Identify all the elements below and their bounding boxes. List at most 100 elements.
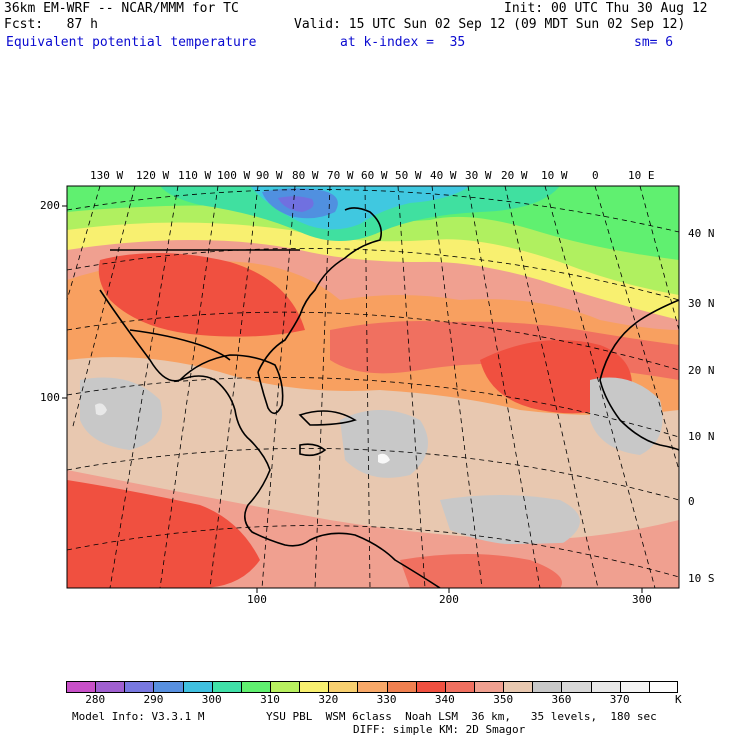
lon-label-110w: 110 W	[178, 169, 212, 182]
meridian-50w	[397, 186, 426, 588]
east-coast	[257, 207, 383, 373]
meridian-80w	[261, 186, 296, 588]
field-band-290	[278, 196, 314, 212]
forecast-hour: Fcst: 87 h	[4, 17, 98, 32]
vertical-level: at k-index = 35	[340, 35, 466, 50]
meridian-0	[594, 186, 679, 471]
meridian-10e	[639, 186, 679, 331]
meridian-10w	[544, 186, 656, 588]
colorbar-swatch	[648, 682, 679, 693]
field-name: Equivalent potential temperature	[6, 35, 257, 50]
model-info: Model Info: V3.3.1 M	[72, 710, 205, 723]
y-axis-label-100: 100	[40, 391, 60, 404]
colorbar-swatch	[211, 682, 242, 693]
x-axis-label-200: 200	[439, 593, 459, 606]
colorbar-swatch	[386, 682, 417, 693]
lon-label-40w: 40 W	[430, 169, 457, 182]
map-frame	[66, 185, 680, 589]
y-axis-label-200: 200	[40, 199, 60, 212]
meridian-90w	[209, 186, 259, 588]
field-band-340	[98, 252, 305, 337]
cuba-coast	[298, 410, 357, 426]
coastlines	[99, 207, 679, 588]
field-band-360-central	[340, 410, 428, 478]
parallel-20n	[67, 311, 679, 371]
field-band-345-southeast	[400, 554, 562, 588]
lon-label-60w: 60 W	[361, 169, 388, 182]
lat-label-0: 0	[688, 495, 695, 508]
colorbar-swatch	[153, 682, 184, 693]
lon-label-70w: 70 W	[327, 169, 354, 182]
lon-label-30w: 30 W	[465, 169, 492, 182]
lat-label-20n: 20 N	[688, 364, 715, 377]
colorbar-label: 350	[493, 693, 514, 706]
lat-label-10s: 10 S	[688, 572, 715, 585]
lon-label-20w: 20 W	[501, 169, 528, 182]
parallel-0	[67, 448, 679, 501]
europe-africa-coast	[599, 299, 679, 451]
x-axis-label-100: 100	[247, 593, 267, 606]
lon-label-10w: 10 W	[541, 169, 568, 182]
colorbar-unit: K	[675, 693, 682, 706]
model-title: 36km EM-WRF -- NCAR/MMM for TC	[4, 1, 239, 16]
colorbar-swatch	[561, 682, 592, 693]
lat-label-10n: 10 N	[688, 430, 715, 443]
mexico-border	[129, 329, 231, 361]
meridian-120w	[71, 186, 136, 431]
lon-label-0: 0	[592, 169, 599, 182]
colorbar-swatch	[357, 682, 388, 693]
field-band-370	[95, 403, 107, 416]
field-band-340-south	[67, 480, 260, 588]
colorbar-swatch	[474, 682, 505, 693]
colorbar-swatch	[444, 682, 475, 693]
colorbar-swatch	[415, 682, 446, 693]
colorbar-swatch	[503, 682, 534, 693]
x-axis-label-300: 300	[632, 593, 652, 606]
colorbar-swatch	[95, 682, 126, 693]
colorbar-swatch	[182, 682, 213, 693]
smoothing-setting: sm= 6	[634, 35, 674, 50]
field-band-360-south	[440, 495, 580, 546]
lon-label-80w: 80 W	[292, 169, 319, 182]
meridian-130w	[67, 186, 101, 301]
colorbar-label: 290	[143, 693, 164, 706]
colorbar-label: 300	[201, 693, 222, 706]
lat-label-40n: 40 N	[688, 227, 715, 240]
field-band-360-east	[590, 377, 663, 455]
colorbar-swatch	[240, 682, 271, 693]
colorbar-swatch	[270, 682, 301, 693]
theta-e-field	[67, 186, 679, 588]
parallel-30n	[67, 248, 679, 301]
meridian-110w	[109, 186, 179, 588]
meridian-70w	[314, 186, 331, 588]
parallel-10s	[67, 525, 679, 578]
colorbar-swatch	[590, 682, 621, 693]
physics-info: YSU PBL WSM 6class Noah LSM 36 km, 35 le…	[266, 710, 657, 723]
axis-ticks	[62, 205, 643, 593]
hispaniola-coast	[299, 443, 327, 457]
lon-label-100w: 100 W	[217, 169, 251, 182]
field-band-360-west	[80, 377, 162, 450]
colorbar-label: 280	[85, 693, 106, 706]
colorbar-label: 310	[260, 693, 280, 706]
parallel-10n	[67, 377, 679, 438]
colorbar-label: 340	[434, 693, 455, 706]
lon-label-90w: 90 W	[256, 169, 283, 182]
diffusion-info: DIFF: simple KM: 2D Smagor	[353, 723, 526, 736]
lon-label-10e: 10 E	[628, 169, 655, 182]
colorbar-swatch	[619, 682, 650, 693]
parallel-40n	[67, 189, 679, 233]
colorbar-swatch	[328, 682, 359, 693]
field-band-375	[378, 453, 390, 464]
meridian-20w	[504, 186, 599, 588]
colorbar-label: 320	[318, 693, 339, 706]
colorbar-label: 370	[609, 693, 630, 706]
lat-label-30n: 30 N	[688, 297, 715, 310]
graticule	[67, 186, 679, 588]
meridian-100w	[159, 186, 219, 588]
colorbar-swatch	[299, 682, 330, 693]
lon-label-50w: 50 W	[395, 169, 422, 182]
colorbar-swatch	[532, 682, 563, 693]
colorbar-frame	[66, 681, 678, 693]
